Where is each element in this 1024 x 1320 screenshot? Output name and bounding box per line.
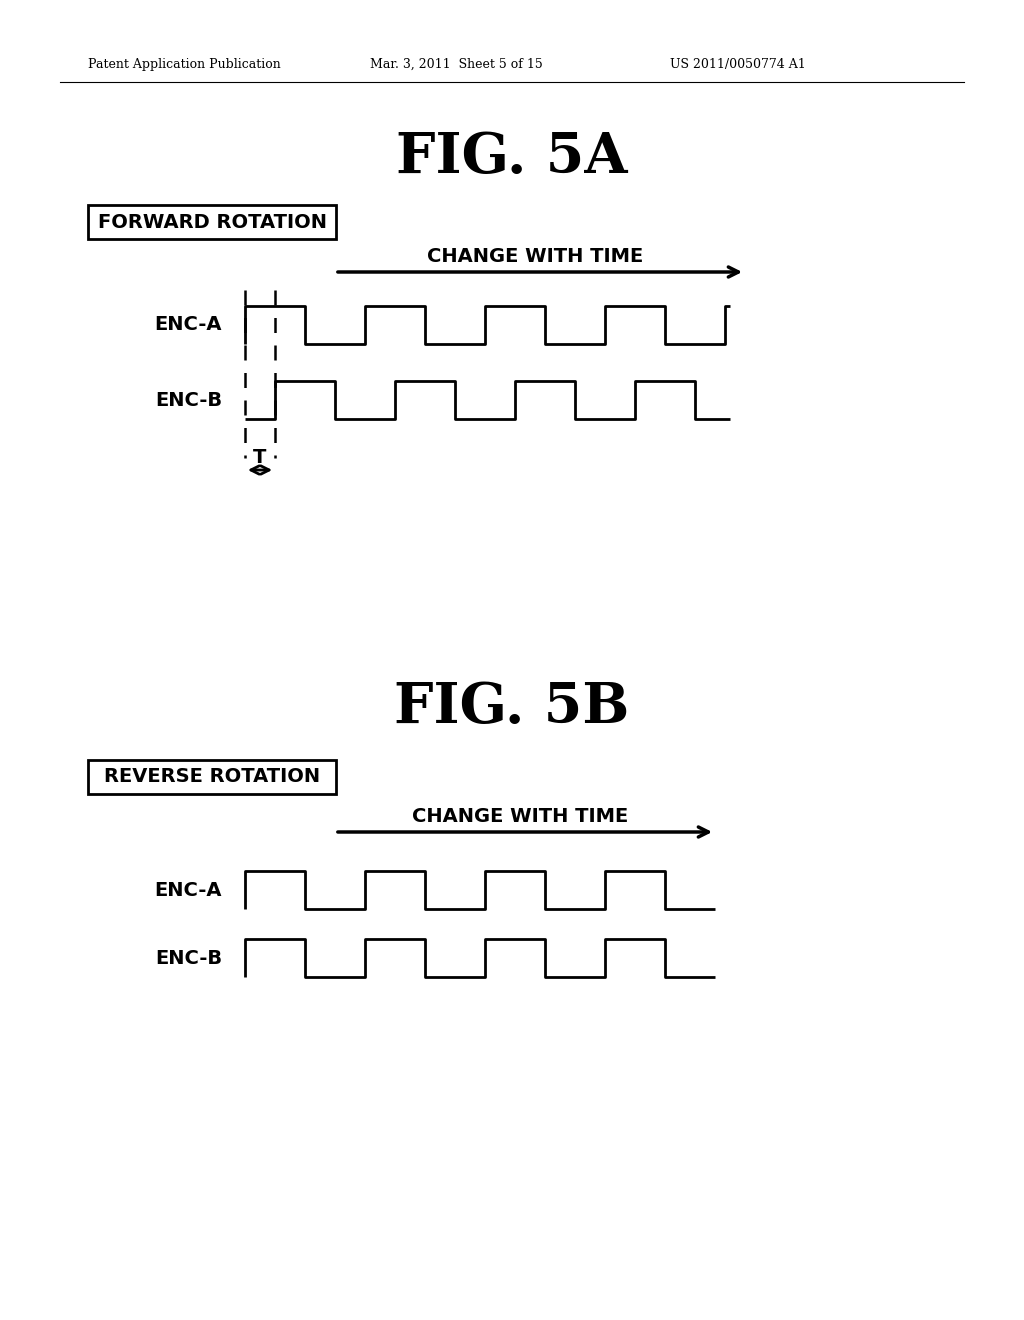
- Text: FIG. 5A: FIG. 5A: [396, 129, 628, 185]
- Text: T: T: [253, 447, 266, 467]
- Text: ENC-B: ENC-B: [155, 391, 222, 409]
- Text: US 2011/0050774 A1: US 2011/0050774 A1: [670, 58, 806, 71]
- Text: Patent Application Publication: Patent Application Publication: [88, 58, 281, 71]
- Text: FORWARD ROTATION: FORWARD ROTATION: [97, 213, 327, 231]
- Text: FIG. 5B: FIG. 5B: [394, 680, 630, 735]
- Text: Mar. 3, 2011  Sheet 5 of 15: Mar. 3, 2011 Sheet 5 of 15: [370, 58, 543, 71]
- Text: ENC-A: ENC-A: [155, 880, 222, 899]
- Bar: [88, 205, 336, 239]
- Bar: [88, 760, 336, 795]
- Text: REVERSE ROTATION: REVERSE ROTATION: [104, 767, 321, 787]
- Text: CHANGE WITH TIME: CHANGE WITH TIME: [427, 247, 643, 267]
- Text: CHANGE WITH TIME: CHANGE WITH TIME: [412, 807, 628, 826]
- Text: ENC-B: ENC-B: [155, 949, 222, 968]
- Text: ENC-A: ENC-A: [155, 315, 222, 334]
